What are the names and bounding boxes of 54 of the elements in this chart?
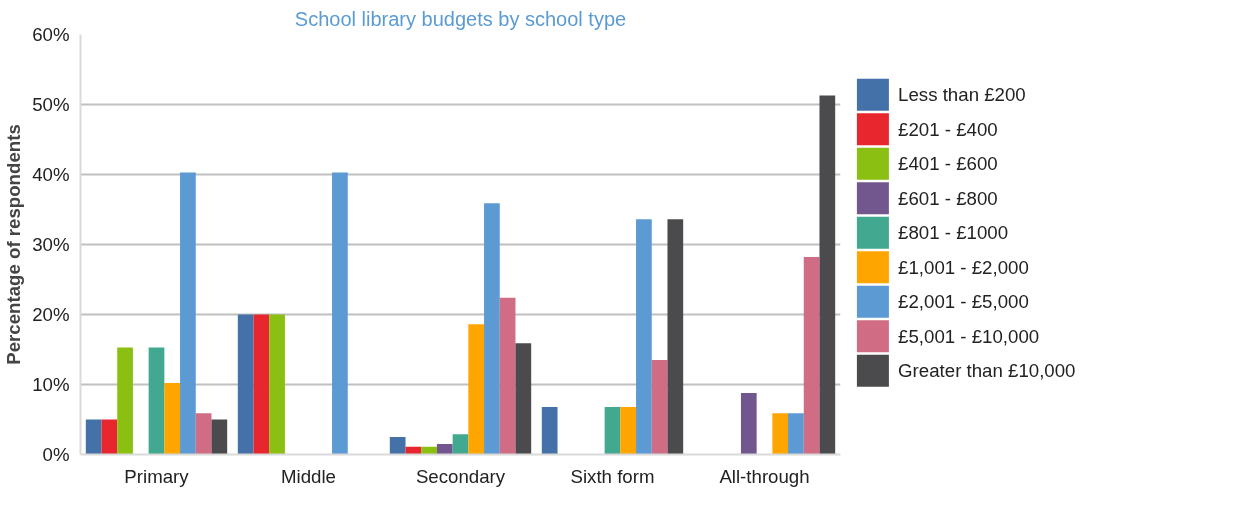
legend-label: Greater than £10,000 bbox=[898, 360, 1076, 382]
bar bbox=[788, 413, 804, 455]
y-tick-label: 10% bbox=[32, 374, 70, 395]
y-tick-label: 20% bbox=[32, 304, 70, 325]
legend-label: £201 - £400 bbox=[898, 118, 998, 140]
bar bbox=[421, 446, 437, 455]
bar bbox=[195, 413, 212, 455]
bar bbox=[180, 172, 196, 455]
bar bbox=[484, 203, 500, 455]
bar bbox=[620, 406, 637, 455]
legend-label: £601 - £800 bbox=[898, 187, 998, 209]
y-tick-label: 40% bbox=[32, 164, 70, 185]
bar bbox=[117, 347, 133, 455]
x-tick-label: Primary bbox=[124, 465, 190, 487]
legend-label: £801 - £1000 bbox=[898, 222, 1009, 244]
chart-title: School library budgets by school type bbox=[294, 7, 627, 30]
bar bbox=[636, 219, 652, 455]
bar bbox=[269, 314, 285, 455]
y-tick-label: 50% bbox=[32, 94, 70, 115]
legend-label: £401 - £600 bbox=[898, 153, 998, 175]
bar bbox=[211, 419, 228, 455]
bar bbox=[101, 419, 118, 455]
legend-label: £1,001 - £2,000 bbox=[898, 256, 1029, 278]
legend-label: £2,001 - £5,000 bbox=[898, 291, 1029, 313]
bar bbox=[819, 95, 836, 455]
bar bbox=[332, 172, 348, 455]
bar bbox=[452, 434, 469, 455]
bar bbox=[667, 219, 684, 455]
bar bbox=[499, 297, 516, 455]
bar bbox=[468, 324, 485, 455]
x-tick-label: All-through bbox=[719, 465, 810, 487]
bar bbox=[604, 406, 621, 455]
x-tick-label: Middle bbox=[281, 465, 336, 487]
y-tick-label: 0% bbox=[42, 444, 70, 465]
legend-label: £5,001 - £10,000 bbox=[898, 325, 1040, 347]
x-tick-label: Secondary bbox=[415, 465, 506, 487]
y-tick-label: 60% bbox=[32, 24, 70, 45]
x-tick-label: Sixth form bbox=[570, 465, 655, 487]
legend-label: Less than £200 bbox=[898, 84, 1026, 106]
y-axis-title: Percentage of respondents bbox=[3, 124, 25, 365]
bar bbox=[515, 343, 532, 455]
bar bbox=[651, 360, 668, 455]
bar bbox=[237, 314, 254, 455]
bar bbox=[148, 347, 165, 455]
bar bbox=[85, 419, 102, 455]
bar bbox=[253, 314, 270, 455]
bar bbox=[772, 413, 789, 455]
bar bbox=[803, 257, 820, 455]
y-tick-label: 30% bbox=[32, 234, 70, 255]
bar bbox=[164, 383, 181, 455]
bar bbox=[389, 437, 406, 455]
bar bbox=[436, 444, 453, 455]
bar bbox=[541, 406, 558, 455]
bar bbox=[740, 392, 757, 455]
